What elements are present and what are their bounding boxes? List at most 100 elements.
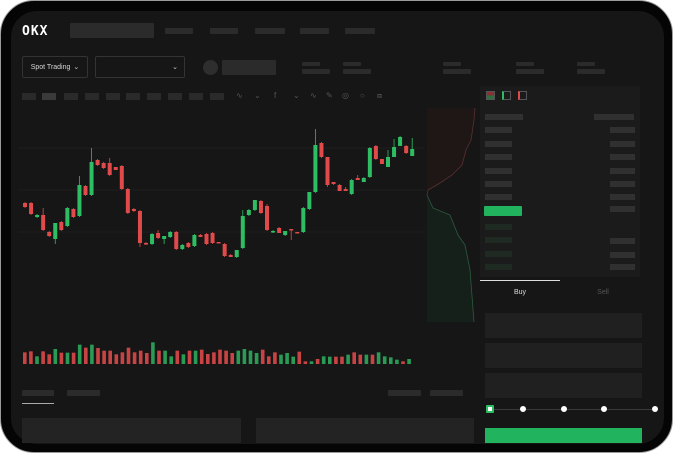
depth-bids-line [426,194,475,323]
target-icon[interactable]: ◎ [342,91,349,100]
candle-body [355,178,360,180]
orderbook-both-icon[interactable] [486,91,495,100]
volume-bar [236,350,241,364]
search-bar[interactable] [70,23,154,38]
orderbook-asks-icon[interactable] [518,91,527,100]
stat-value [577,69,605,74]
candle [386,150,390,167]
timeframe-button[interactable] [168,93,182,100]
candle [373,145,378,160]
pen-icon[interactable]: ✎ [326,91,333,100]
timeframe-button[interactable] [64,93,78,100]
timeframe-button[interactable] [106,93,120,100]
nav-item[interactable] [210,28,238,34]
okx-logo[interactable]: OKX [22,24,49,39]
buy-tab[interactable]: Buy [513,289,527,296]
volume-bar [181,354,186,364]
candle [240,210,245,249]
candle [180,244,185,250]
candle-body [325,157,330,185]
slider-stop-25[interactable] [520,406,526,412]
nav-item[interactable] [165,28,193,34]
volume-bar [230,353,234,364]
timeframe-button[interactable] [85,93,99,100]
volume-bar [169,356,173,364]
candle [331,182,336,185]
candle-body [125,189,130,213]
fullscreen-icon[interactable]: ⧈ [377,91,383,100]
candle-body [65,208,70,226]
chevron-down-icon[interactable]: ⌄ [293,91,300,100]
orderbook-bids-icon[interactable] [502,91,511,100]
timeframe-button[interactable] [22,93,36,100]
volume-bar [71,352,76,364]
nav-item[interactable] [345,28,375,34]
fx-icon[interactable]: f [274,91,277,100]
nav-item[interactable] [300,28,329,34]
volume-bar [291,356,295,364]
candle [216,242,221,244]
stat-label [516,62,534,66]
line-tool-icon[interactable]: ∿ [310,91,317,100]
pair-name [222,60,276,75]
candle-body [343,189,348,191]
slider-stop-100[interactable] [652,406,658,412]
candle-body [319,143,324,157]
stat-label [302,62,320,66]
candle [71,208,76,218]
price-input[interactable] [485,313,642,338]
candle [246,209,251,216]
pair-icon [203,60,218,75]
ask-amount [610,168,635,174]
candle [77,176,82,217]
tab-open-orders[interactable] [22,390,54,396]
candle-body [53,223,58,239]
candle-body [89,162,94,195]
volume-bar [273,352,277,364]
candle-body [216,242,221,244]
sell-tab[interactable]: Sell [597,289,609,296]
bottom-action[interactable] [388,390,421,396]
volume-bar [303,361,308,364]
ask-amount [610,154,635,160]
tab-order-history[interactable] [67,390,100,396]
settings-icon[interactable]: ○ [360,91,365,100]
buy-button[interactable] [485,428,642,443]
timeframe-button[interactable] [189,93,203,100]
amount-input[interactable] [485,343,642,368]
volume-bar [340,356,344,364]
slider-track[interactable] [490,408,656,410]
volume-bar [126,347,131,364]
candle [137,210,142,247]
candle [131,208,136,212]
timeframe-button[interactable] [147,93,161,100]
indicator-icon[interactable]: ∿ [236,91,243,100]
candle-body [252,200,257,210]
stat-value [302,69,330,74]
market-type-dropdown[interactable]: Spot Trading ⌄ [22,56,88,78]
volume-bar [23,352,27,364]
slider-handle[interactable] [486,405,494,413]
slider-stop-50[interactable] [561,406,567,412]
candle [319,142,324,158]
candle-body [59,222,64,230]
candle [59,221,64,231]
timeframe-button-active[interactable] [42,93,56,100]
volume-bar [47,354,51,364]
pair-dropdown[interactable]: ⌄ [95,56,185,78]
nav-item[interactable] [255,28,285,34]
candle [289,229,294,240]
volume-bar [267,356,271,364]
volume-bar [108,350,112,364]
volume-bar [212,352,216,364]
active-tab-underline [22,403,54,404]
volume-bar [193,350,198,364]
timeframe-button[interactable] [210,93,224,100]
total-input[interactable] [485,373,642,398]
candle [265,204,269,231]
timeframe-button[interactable] [126,93,140,100]
chart-type-icon[interactable]: ⌄ [254,91,261,100]
bottom-action[interactable] [430,390,463,396]
slider-stop-75[interactable] [601,406,607,412]
